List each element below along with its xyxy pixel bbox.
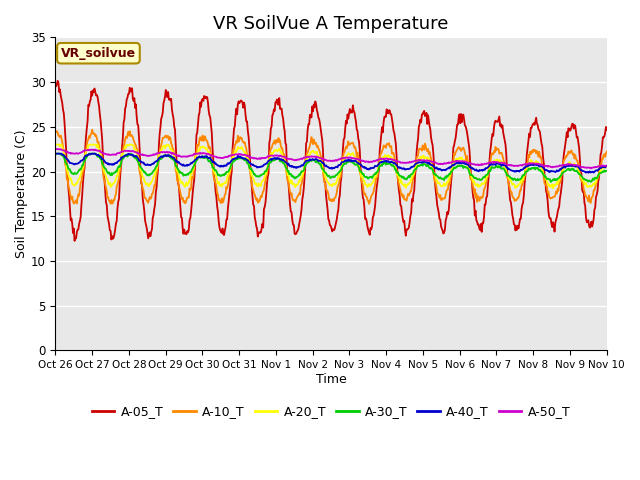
Legend: A-05_T, A-10_T, A-20_T, A-30_T, A-40_T, A-50_T: A-05_T, A-10_T, A-20_T, A-30_T, A-40_T, … [87, 400, 575, 423]
Title: VR SoilVue A Temperature: VR SoilVue A Temperature [213, 15, 449, 33]
Y-axis label: Soil Temperature (C): Soil Temperature (C) [15, 130, 28, 258]
X-axis label: Time: Time [316, 373, 346, 386]
Text: VR_soilvue: VR_soilvue [61, 47, 136, 60]
